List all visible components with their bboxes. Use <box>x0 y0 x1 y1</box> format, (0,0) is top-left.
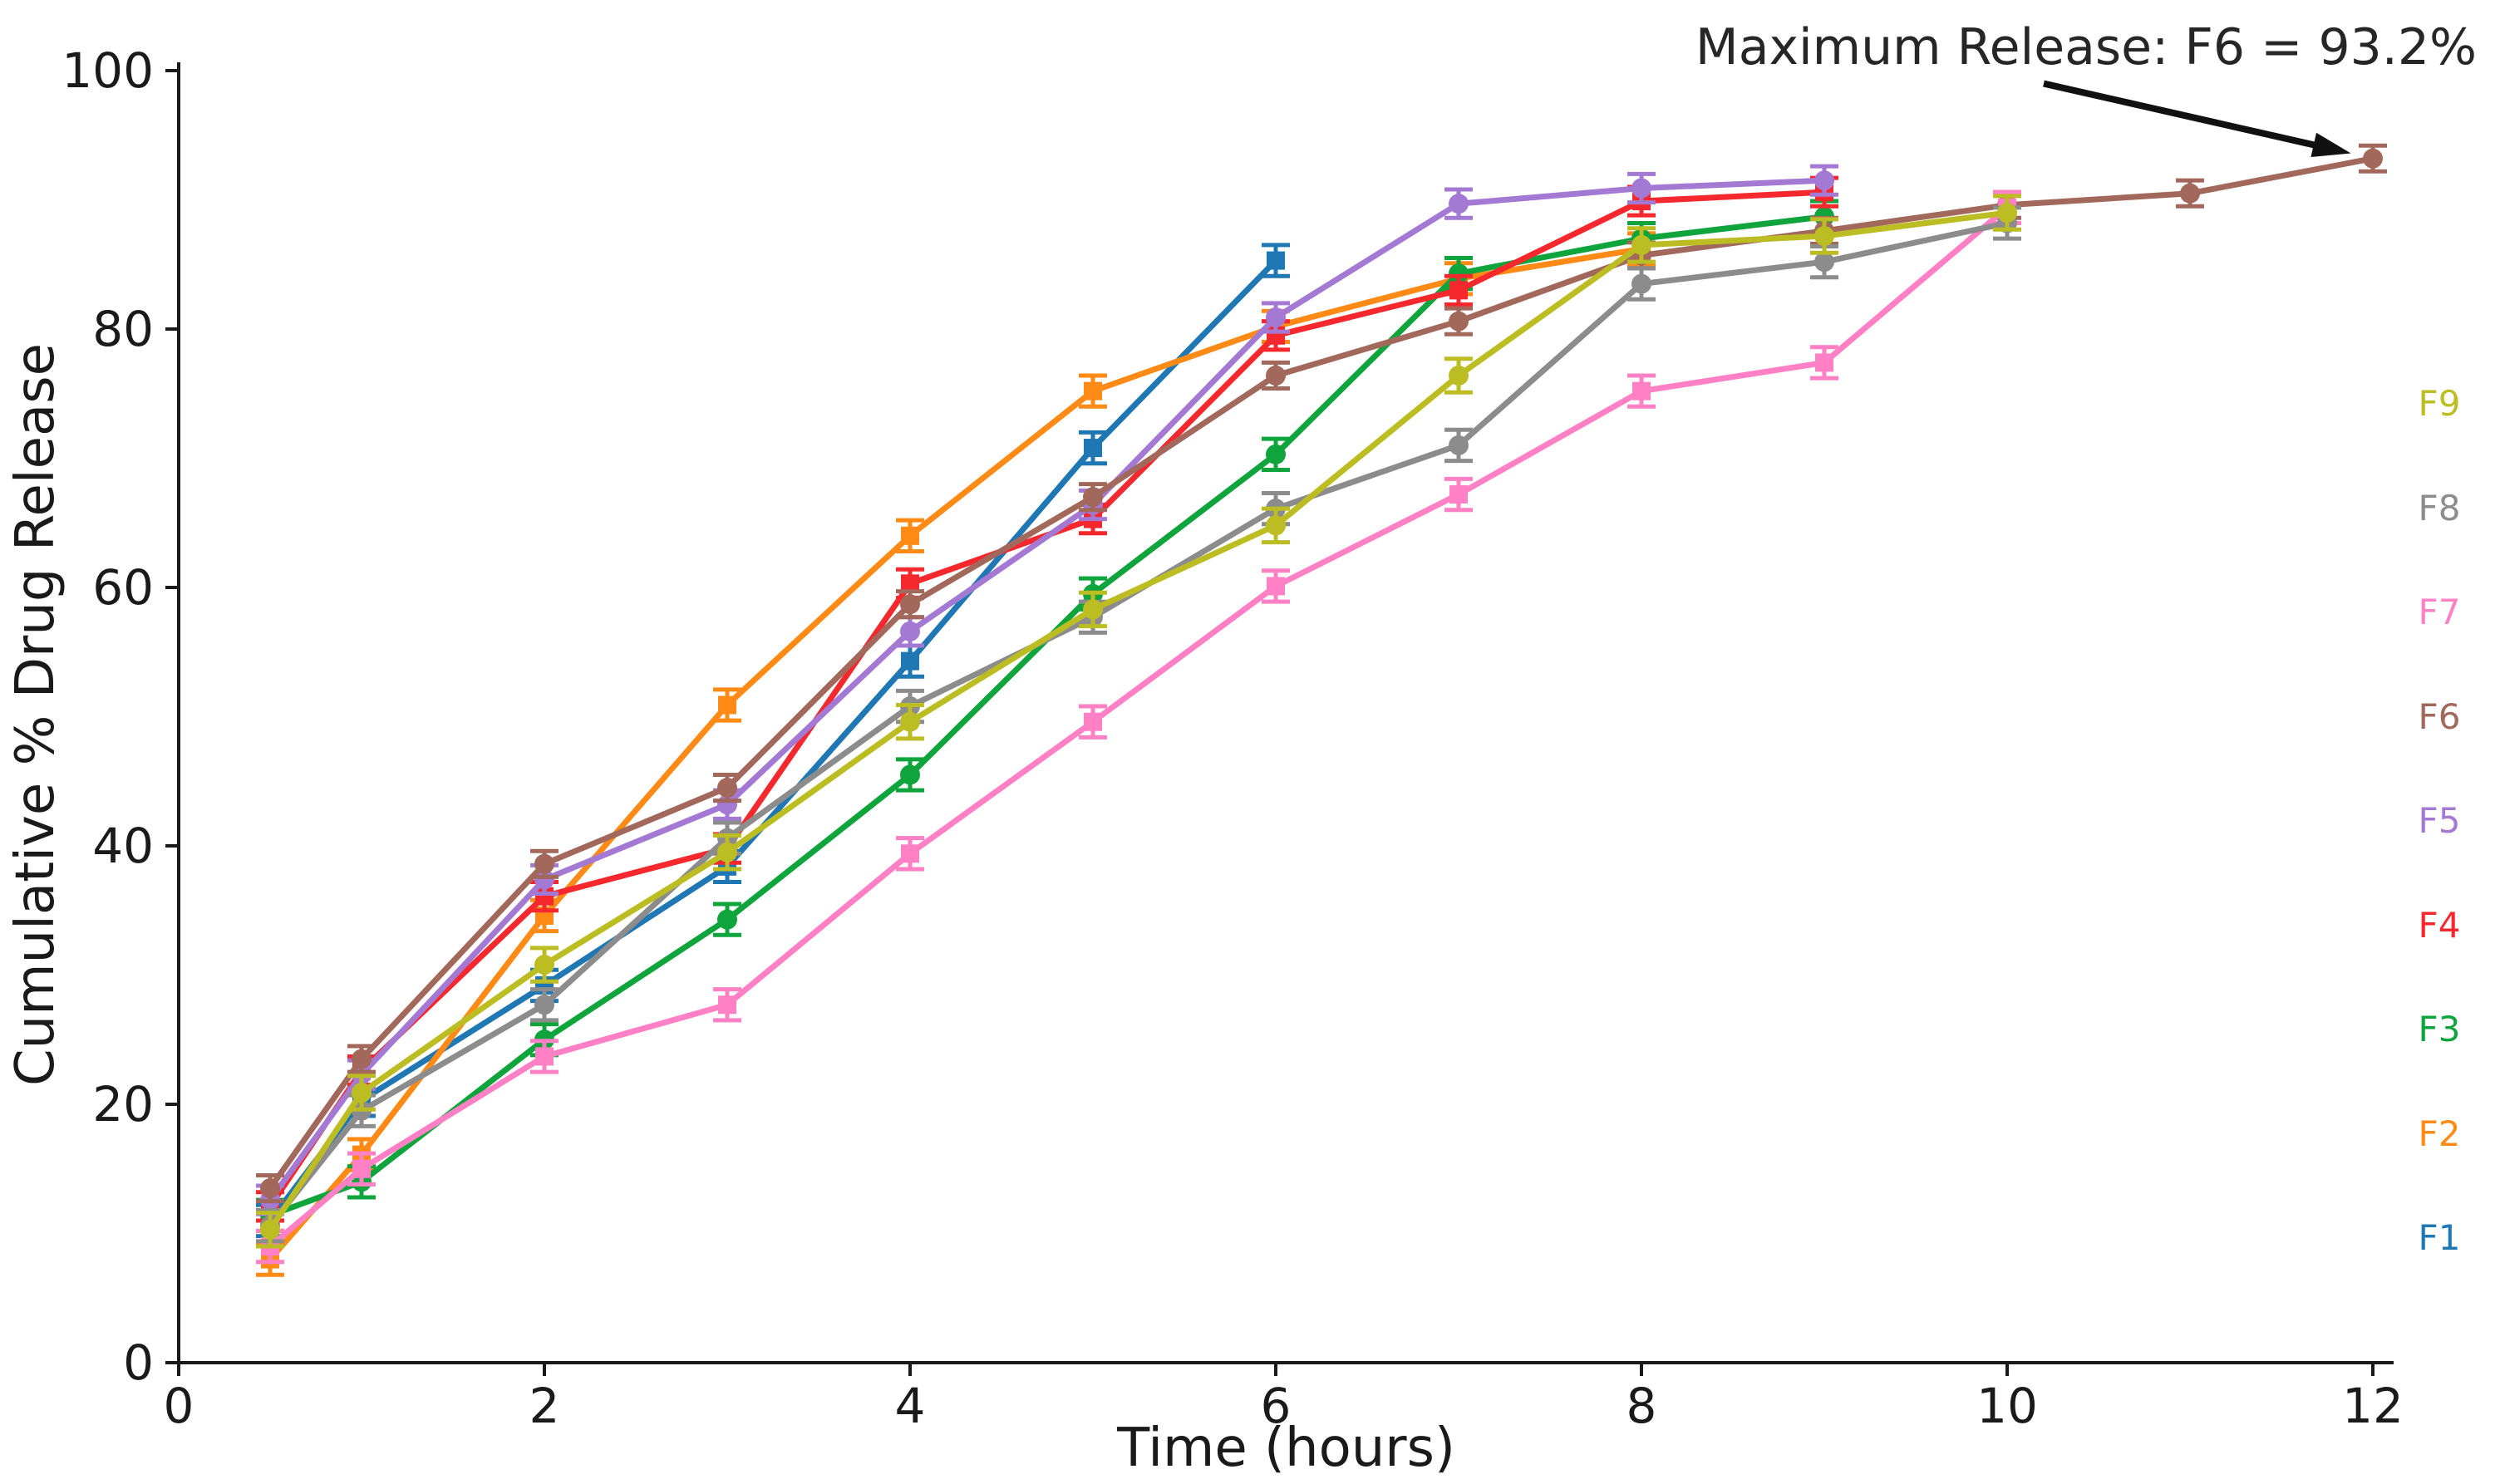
marker-F7 <box>1815 353 1833 372</box>
marker-F5 <box>900 621 920 641</box>
marker-F6 <box>352 1049 372 1069</box>
marker-F6 <box>1449 311 1469 332</box>
marker-F9 <box>534 955 554 975</box>
x-tick-label: 0 <box>164 1378 194 1434</box>
marker-F9 <box>1266 515 1286 536</box>
marker-F9 <box>1449 365 1469 386</box>
y-tick-label: 0 <box>123 1334 154 1391</box>
series-line-F9 <box>267 209 2010 1233</box>
marker-F3 <box>717 909 737 930</box>
max-release-annotation: Maximum Release: F6 = 93.2% <box>1695 18 2478 76</box>
marker-F1 <box>1084 439 1102 458</box>
marker-F6 <box>260 1178 280 1199</box>
marker-F7 <box>1632 381 1651 400</box>
y-tick-label: 40 <box>92 818 154 874</box>
marker-F6 <box>2363 148 2383 169</box>
marker-F5 <box>534 869 554 890</box>
marker-F9 <box>900 711 920 732</box>
marker-F9 <box>1631 234 1651 255</box>
marker-F2 <box>1084 381 1102 400</box>
marker-F4 <box>1449 281 1468 300</box>
marker-F7 <box>718 995 736 1015</box>
series-line-F2 <box>267 246 1645 1263</box>
x-tick-label: 6 <box>1261 1378 1292 1434</box>
marker-F7 <box>1267 577 1285 596</box>
series-line-F3 <box>267 214 1828 1219</box>
marker-F6 <box>1083 487 1103 508</box>
marker-F6 <box>534 853 554 874</box>
marker-F9 <box>352 1083 372 1103</box>
marker-F1 <box>1267 251 1285 270</box>
x-tick-label: 4 <box>895 1378 926 1434</box>
series-line-F4 <box>267 189 1828 1210</box>
marker-F5 <box>1631 178 1651 199</box>
marker-F7 <box>352 1159 371 1178</box>
x-tick-label: 12 <box>2342 1378 2404 1434</box>
annotation-arrow-shaft <box>2043 80 2326 151</box>
y-axis-title: Cumulative % Drug Release <box>5 343 66 1086</box>
marker-F2 <box>718 695 736 715</box>
marker-F3 <box>1266 444 1286 464</box>
series-line-F5 <box>267 177 1828 1203</box>
marker-F7 <box>535 1047 554 1066</box>
annotation-arrow-head <box>2311 132 2351 157</box>
marker-F7 <box>1084 712 1102 731</box>
marker-F8 <box>1814 252 1834 273</box>
marker-F6 <box>717 778 737 799</box>
marker-F2 <box>901 526 919 545</box>
marker-F6 <box>1266 365 1286 386</box>
x-tick-label: 10 <box>1976 1378 2038 1434</box>
x-tick-label: 2 <box>529 1378 560 1434</box>
series-line-F7 <box>267 204 2010 1250</box>
y-tick-label: 60 <box>92 559 154 616</box>
marker-F8 <box>1449 435 1469 455</box>
x-axis-title: Time (hours) <box>1117 1418 1455 1479</box>
x-tick-label: 8 <box>1626 1378 1657 1434</box>
y-tick-label: 100 <box>62 42 154 99</box>
marker-F5 <box>1814 170 1834 191</box>
marker-F4 <box>901 574 919 593</box>
marker-F7 <box>1449 485 1468 504</box>
marker-F9 <box>1083 599 1103 620</box>
y-tick-label: 80 <box>92 301 154 357</box>
y-tick-label: 20 <box>92 1076 154 1133</box>
marker-F3 <box>1449 263 1469 284</box>
marker-F9 <box>1814 226 1834 247</box>
marker-F3 <box>900 764 920 785</box>
marker-F6 <box>900 594 920 615</box>
marker-F5 <box>1266 307 1286 328</box>
marker-F8 <box>1631 273 1651 294</box>
marker-F1 <box>901 651 919 671</box>
marker-F7 <box>901 844 919 863</box>
marker-F5 <box>1449 194 1469 214</box>
marker-F9 <box>717 842 737 862</box>
marker-F8 <box>534 995 554 1015</box>
marker-F9 <box>1997 203 2017 224</box>
marker-F9 <box>260 1219 280 1240</box>
marker-F6 <box>2180 183 2200 204</box>
